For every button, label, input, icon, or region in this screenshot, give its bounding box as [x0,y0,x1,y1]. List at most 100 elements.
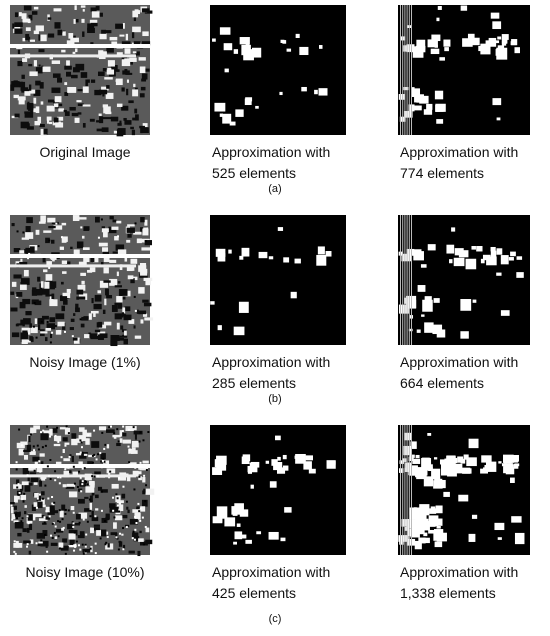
photo-patch [81,317,88,321]
photo-patch [54,22,60,28]
photo-patch [41,289,49,295]
approx-block [413,46,419,53]
approx-block [466,457,477,466]
photo-patch [117,104,123,107]
noise [93,430,95,432]
caption: Approximation with [212,354,330,370]
photo-patch [49,122,52,124]
noise [101,432,103,434]
photo-patch [138,311,146,315]
photo-patch [92,493,95,496]
approx-block [501,255,509,264]
photo-patch [51,543,58,546]
stripe [402,425,403,555]
approx-block [251,462,260,468]
photo-patch [123,23,125,29]
noise [51,332,53,334]
photo-patch [74,249,80,254]
photo-patch [48,226,55,228]
photo-patch [60,247,64,250]
photo-patch [107,69,114,74]
approx-block [517,256,523,260]
photo-patch [90,528,94,534]
noise [81,441,83,443]
noise [74,483,76,485]
photo-patch [32,287,36,291]
photo-patch [19,82,23,88]
photo-patch [29,71,37,76]
photo-patch [90,503,92,510]
approx-block [492,21,501,29]
photo-patch [40,433,48,440]
approx-bg [210,215,346,345]
stripe [400,5,401,135]
photo-patch [74,5,76,10]
approximation [398,215,530,345]
noise [36,542,38,544]
caption: 774 elements [400,165,484,181]
photo-patch [97,129,102,132]
photo-patch [112,305,118,312]
approx-block [429,515,439,526]
noise [11,519,13,521]
photo-patch [49,285,55,289]
noise [109,471,111,473]
photo-patch [47,120,49,123]
stripe [411,215,412,345]
photo-patch [42,316,49,320]
approx-block [461,459,466,464]
noise [104,444,106,446]
photo-patch [113,251,119,253]
noise [145,484,147,486]
photo-patch [64,82,67,85]
noise [55,435,57,437]
approx-block [241,535,246,539]
approx-block [401,535,407,539]
photo-patch [83,247,90,250]
noise [68,432,70,434]
noise [102,458,104,460]
approx-block [436,541,441,545]
approx-block [251,485,254,489]
noise [34,302,36,304]
photo-patch [135,434,137,439]
approx-block [466,259,477,270]
noise [49,459,51,461]
caption: 1,338 elements [400,585,496,601]
approx-block [463,468,471,473]
photo-patch [57,78,62,83]
photo-patch [83,123,86,128]
stripe [407,5,408,135]
photo-patch [127,234,131,238]
photo-patch [142,461,148,464]
photo-patch [132,32,134,38]
photo-patch [126,89,128,95]
photo-patch [31,477,39,482]
noise [94,515,96,517]
noise [38,460,40,462]
noise [38,245,40,247]
approx-block [295,454,306,464]
noise [128,429,130,431]
approx-block [510,252,516,257]
photo-patch [75,48,77,52]
photo-patch [92,517,99,521]
noise [46,426,48,428]
photo-patch [51,294,54,300]
photo-patch [75,64,84,71]
approx-block [469,439,479,448]
photo-patch [76,290,83,295]
approx-block [438,6,442,10]
photo-patch [30,40,35,42]
photo-patch [10,292,14,295]
photo-patch [36,25,44,31]
noise [134,467,136,469]
noise [37,445,39,447]
noise [61,456,63,458]
approx-block [222,114,231,124]
approx-block [214,103,225,112]
approx-block [416,95,423,102]
approx-block [496,273,501,276]
noise [78,471,80,473]
approx-block [240,509,248,516]
